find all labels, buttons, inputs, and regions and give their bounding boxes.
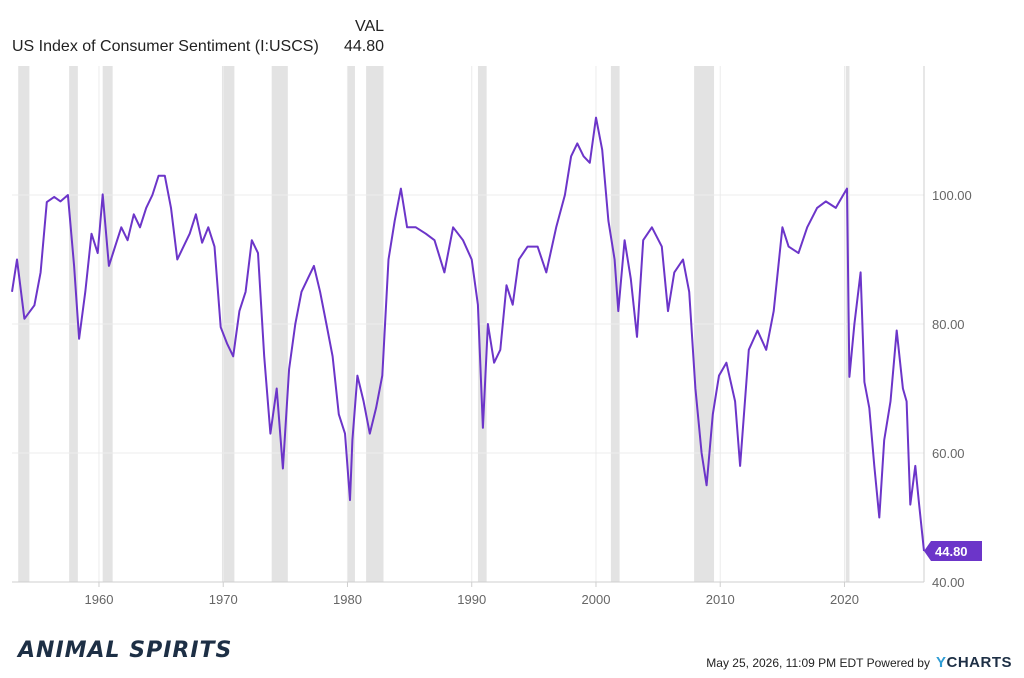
end-value-badge: 44.80 bbox=[924, 541, 982, 562]
ycharts-logo-rest: CHARTS bbox=[946, 654, 1012, 671]
x-tick-label-1: 1970 bbox=[209, 592, 238, 607]
y-tick-label-1: 60.00 bbox=[932, 446, 965, 461]
legend-series-name[interactable]: US Index of Consumer Sentiment (I:USCS) bbox=[12, 38, 319, 55]
x-tick-labels: 1960 1970 1980 1990 2000 2010 2020 bbox=[85, 582, 859, 607]
y-tick-label-0: 40.00 bbox=[932, 575, 965, 590]
series-line[interactable] bbox=[11, 116, 925, 552]
x-tick-label-0: 1960 bbox=[85, 592, 114, 607]
legend-column-header: VAL bbox=[355, 18, 385, 35]
legend-series-value: 44.80 bbox=[344, 38, 385, 55]
x-tick-label-4: 2000 bbox=[582, 592, 611, 607]
footer-timestamp: May 25, 2026, 11:09 PM EDT Powered by bbox=[706, 655, 930, 670]
y-tick-label-3: 100.00 bbox=[932, 188, 972, 203]
end-value-label: 44.80 bbox=[935, 544, 968, 559]
ycharts-logo-y: Y bbox=[935, 654, 947, 671]
x-tick-label-6: 2020 bbox=[830, 592, 859, 607]
grid-lines bbox=[12, 66, 924, 582]
end-value-badge-shape bbox=[924, 541, 982, 562]
x-tick-label-5: 2010 bbox=[706, 592, 735, 607]
y-tick-label-2: 80.00 bbox=[932, 317, 965, 332]
y-tick-labels: 40.00 60.00 80.00 100.00 bbox=[932, 188, 972, 590]
ycharts-logo[interactable]: YCHARTS bbox=[936, 654, 1012, 671]
footer-credit: May 25, 2026, 11:09 PM EDT Powered by YC… bbox=[706, 654, 1012, 671]
animal-spirits-logo: ANIMAL SPIRITS bbox=[18, 638, 233, 663]
x-tick-label-2: 1980 bbox=[333, 592, 362, 607]
x-tick-label-3: 1990 bbox=[457, 592, 486, 607]
